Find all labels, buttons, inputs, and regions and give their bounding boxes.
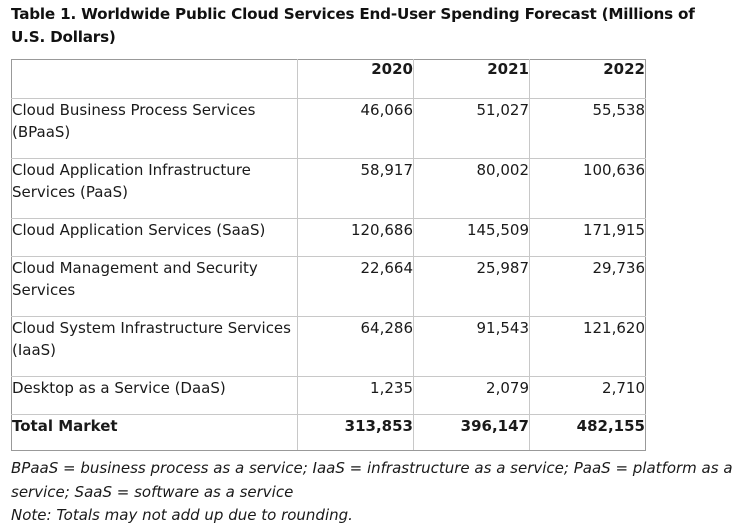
cell-value: 2,710 [529, 376, 646, 415]
column-header-2022: 2022 [529, 59, 646, 99]
total-value: 396,147 [413, 414, 530, 451]
table-header-row: 2020 2021 2022 [11, 59, 646, 99]
total-label: Total Market [11, 414, 298, 451]
table-row: Cloud Application Services (SaaS) 120,68… [11, 218, 646, 257]
total-row: Total Market 313,853 396,147 482,155 [11, 414, 646, 451]
row-label: Cloud Application Services (SaaS) [11, 218, 298, 257]
cell-value: 1,235 [297, 376, 414, 415]
column-header-2020: 2020 [297, 59, 414, 99]
spending-forecast-table: 2020 2021 2022 Cloud Business Process Se… [11, 59, 646, 451]
cell-value: 46,066 [297, 98, 414, 159]
total-value: 313,853 [297, 414, 414, 451]
table-row: Desktop as a Service (DaaS) 1,235 2,079 … [11, 376, 646, 415]
column-header-empty [11, 59, 298, 99]
table-row: Cloud Application Infrastructure Service… [11, 158, 646, 219]
cell-value: 91,543 [413, 316, 530, 377]
total-value: 482,155 [529, 414, 646, 451]
cell-value: 55,538 [529, 98, 646, 159]
rounding-note: Note: Totals may not add up due to round… [11, 506, 353, 524]
row-label: Cloud Management and Security Services [11, 256, 298, 317]
cell-value: 120,686 [297, 218, 414, 257]
cell-value: 25,987 [413, 256, 530, 317]
table-footnotes: BPaaS = business process as a service; I… [11, 457, 736, 528]
cell-value: 64,286 [297, 316, 414, 377]
cell-value: 171,915 [529, 218, 646, 257]
row-label: Desktop as a Service (DaaS) [11, 376, 298, 415]
cell-value: 145,509 [413, 218, 530, 257]
abbreviations-note: BPaaS = business process as a service; I… [11, 459, 733, 501]
cell-value: 22,664 [297, 256, 414, 317]
row-label: Cloud Application Infrastructure Service… [11, 158, 298, 219]
row-label: Cloud Business Process Services (BPaaS) [11, 98, 298, 159]
cell-value: 2,079 [413, 376, 530, 415]
cell-value: 29,736 [529, 256, 646, 317]
table-row: Cloud Management and Security Services 2… [11, 256, 646, 317]
cell-value: 121,620 [529, 316, 646, 377]
cell-value: 80,002 [413, 158, 530, 219]
column-header-2021: 2021 [413, 59, 530, 99]
row-label: Cloud System Infrastructure Services (Ia… [11, 316, 298, 377]
cell-value: 58,917 [297, 158, 414, 219]
table-row: Cloud Business Process Services (BPaaS) … [11, 98, 646, 159]
table-row: Cloud System Infrastructure Services (Ia… [11, 316, 646, 377]
cell-value: 51,027 [413, 98, 530, 159]
cell-value: 100,636 [529, 158, 646, 219]
table-title: Table 1. Worldwide Public Cloud Services… [11, 5, 695, 46]
